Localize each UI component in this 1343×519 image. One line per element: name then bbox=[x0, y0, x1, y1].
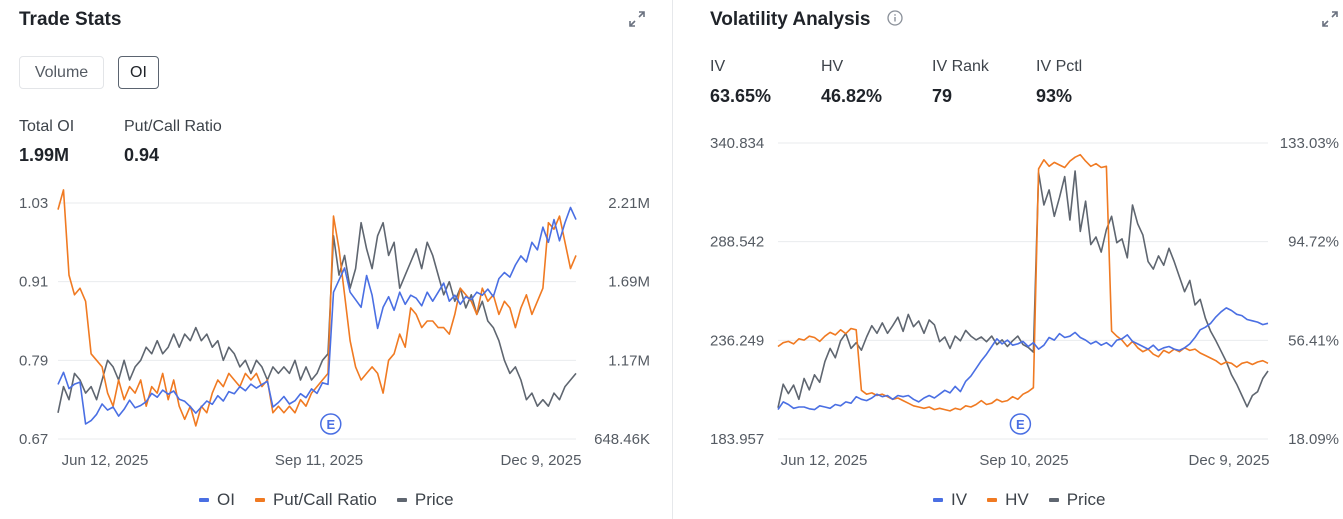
right-axis-tick-label: 2.21M bbox=[608, 195, 650, 212]
x-axis-tick-label: Jun 12, 2025 bbox=[62, 452, 149, 469]
series-line-iv bbox=[777, 307, 1269, 411]
left-axis-tick-label: 0.67 bbox=[19, 431, 48, 448]
volatility-analysis-panel: Volatility Analysis IV 63.65% HV 46.82% … bbox=[688, 0, 1343, 519]
info-icon[interactable] bbox=[887, 10, 903, 26]
put-call-ratio-label: Put/Call Ratio bbox=[124, 118, 222, 135]
earnings-marker[interactable]: E bbox=[1009, 413, 1032, 435]
x-axis-tick-label: Dec 9, 2025 bbox=[501, 452, 582, 469]
left-axis-tick-label: 0.79 bbox=[19, 352, 48, 369]
legend-put-call-ratio[interactable]: Put/Call Ratio bbox=[254, 490, 377, 510]
right-axis-tick-label: 18.09% bbox=[1288, 431, 1339, 448]
trade-stats-title: Trade Stats bbox=[19, 9, 122, 30]
right-axis-tick-label: 56.41% bbox=[1288, 332, 1339, 349]
iv-rank-value: 79 bbox=[932, 86, 953, 106]
x-axis-tick-label: Sep 11, 2025 bbox=[275, 452, 363, 469]
x-axis-tick-label: Dec 9, 2025 bbox=[1189, 452, 1270, 469]
volatility-chart: 340.834 133.03% 288.542 94.72% 236.249 56.41%… bbox=[710, 135, 1339, 469]
iv-rank-label: IV Rank bbox=[932, 58, 989, 75]
legend-price[interactable]: Price bbox=[396, 490, 454, 510]
right-axis-tick-label: 1.17M bbox=[608, 352, 650, 369]
series-line-price bbox=[57, 221, 577, 413]
left-axis-tick-label: 288.542 bbox=[710, 234, 764, 251]
hv-value: 46.82% bbox=[821, 86, 883, 106]
expand-icon[interactable] bbox=[627, 9, 647, 29]
trade-stats-panel: Trade Stats Volume OI Total OI 1.99M Put… bbox=[19, 9, 650, 510]
volatility-analysis-title: Volatility Analysis bbox=[710, 9, 871, 30]
left-axis-tick-label: 0.91 bbox=[19, 274, 48, 291]
right-axis-tick-label: 133.03% bbox=[1280, 135, 1339, 152]
series-line-hv bbox=[777, 153, 1269, 412]
right-axis-tick-label: 1.69M bbox=[608, 274, 650, 291]
legend-iv[interactable]: IV bbox=[933, 490, 967, 510]
earnings-marker-label: E bbox=[1016, 417, 1025, 432]
iv-label: IV bbox=[710, 58, 726, 75]
left-axis-tick-label: 183.957 bbox=[710, 431, 764, 448]
total-oi-label: Total OI bbox=[19, 118, 75, 135]
legend-oi[interactable]: OI bbox=[199, 490, 235, 510]
trade-stats-chart: 1.03 2.21M 0.91 1.69M 0.79 1.17M 0.67 648.46K Ju… bbox=[19, 189, 650, 469]
right-axis-tick-label: 648.46K bbox=[594, 431, 650, 448]
panel-divider bbox=[672, 0, 673, 519]
expand-icon[interactable] bbox=[1320, 9, 1340, 29]
x-axis-tick-label: Jun 12, 2025 bbox=[781, 452, 868, 469]
total-oi-value: 1.99M bbox=[19, 145, 70, 165]
series-line-oi bbox=[57, 206, 577, 425]
iv-value: 63.65% bbox=[710, 86, 772, 106]
oi-toggle-button[interactable]: OI bbox=[118, 56, 159, 89]
left-axis-tick-label: 1.03 bbox=[19, 195, 48, 212]
earnings-marker[interactable]: E bbox=[320, 413, 342, 435]
earnings-marker-label: E bbox=[326, 417, 335, 432]
hv-label: HV bbox=[821, 58, 844, 75]
series-line-put-call-ratio bbox=[57, 189, 577, 427]
put-call-ratio-value: 0.94 bbox=[124, 145, 160, 165]
legend-hv[interactable]: HV bbox=[987, 490, 1029, 510]
series-line-price bbox=[777, 170, 1269, 408]
volatility-legend: IV HV Price bbox=[933, 490, 1105, 510]
legend-price[interactable]: Price bbox=[1048, 490, 1105, 510]
iv-pctl-label: IV Pctl bbox=[1036, 58, 1083, 75]
trade-stats-legend: OI Put/Call Ratio Price bbox=[199, 490, 454, 510]
x-axis-tick-label: Sep 10, 2025 bbox=[979, 452, 1068, 469]
left-axis-tick-label: 340.834 bbox=[710, 135, 764, 152]
volume-toggle-button[interactable]: Volume bbox=[19, 56, 104, 89]
left-axis-tick-label: 236.249 bbox=[710, 332, 764, 349]
right-axis-tick-label: 94.72% bbox=[1288, 234, 1339, 251]
iv-pctl-value: 93% bbox=[1036, 86, 1073, 106]
